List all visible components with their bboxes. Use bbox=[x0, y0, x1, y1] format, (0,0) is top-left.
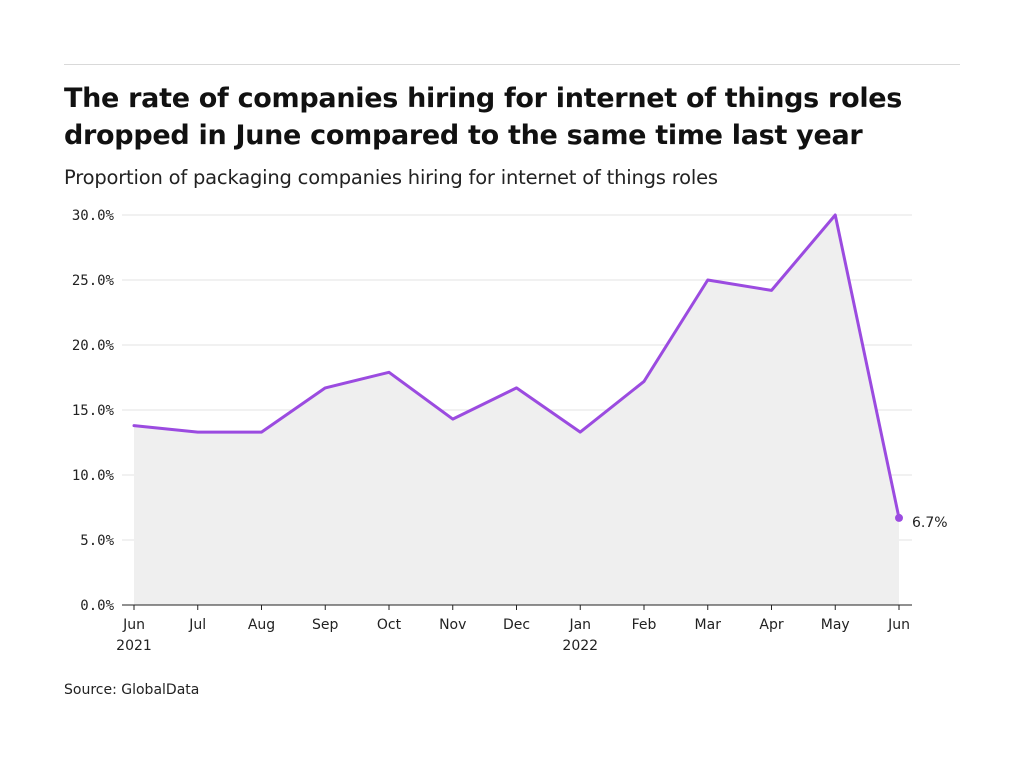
end-point bbox=[895, 513, 903, 522]
x-year-label: 2022 bbox=[562, 638, 598, 654]
x-tick-label: Jul bbox=[188, 617, 206, 633]
series-line bbox=[132, 213, 901, 520]
x-tick-label: Oct bbox=[377, 617, 402, 633]
x-tick-label: Sep bbox=[312, 617, 339, 633]
y-tick-label: 30.0% bbox=[72, 208, 115, 224]
x-tick-label: Aug bbox=[248, 617, 275, 633]
y-tick-label: 25.0% bbox=[72, 273, 115, 289]
x-tick-label: Jun bbox=[887, 617, 910, 633]
x-year-label: 2021 bbox=[116, 638, 152, 654]
x-tick-label: May bbox=[821, 617, 850, 633]
y-tick-label: 10.0% bbox=[72, 468, 115, 484]
area-fill bbox=[134, 215, 899, 605]
x-tick-label: Dec bbox=[503, 617, 530, 633]
y-tick-label: 20.0% bbox=[72, 338, 115, 354]
x-tick-label: Apr bbox=[759, 617, 783, 633]
chart-title-line-2: dropped in June compared to the same tim… bbox=[64, 120, 863, 151]
x-tick-label: Jan bbox=[568, 617, 591, 633]
chart-title: The rate of companies hiring for interne… bbox=[64, 80, 964, 154]
x-tick-label: Jun bbox=[122, 617, 145, 633]
chart-subtitle: Proportion of packaging companies hiring… bbox=[64, 166, 718, 189]
x-tick-label: Feb bbox=[632, 617, 657, 633]
y-tick-label: 5.0% bbox=[80, 533, 114, 549]
source-note: Source: GlobalData bbox=[64, 682, 200, 698]
x-tick-label: Mar bbox=[695, 617, 722, 633]
x-tick-label: Nov bbox=[439, 617, 466, 633]
end-value-label: 6.7% bbox=[912, 515, 948, 531]
y-tick-label: 0.0% bbox=[80, 598, 114, 614]
chart-title-line-1: The rate of companies hiring for interne… bbox=[64, 83, 903, 114]
top-divider bbox=[64, 64, 960, 65]
y-tick-label: 15.0% bbox=[72, 403, 115, 419]
